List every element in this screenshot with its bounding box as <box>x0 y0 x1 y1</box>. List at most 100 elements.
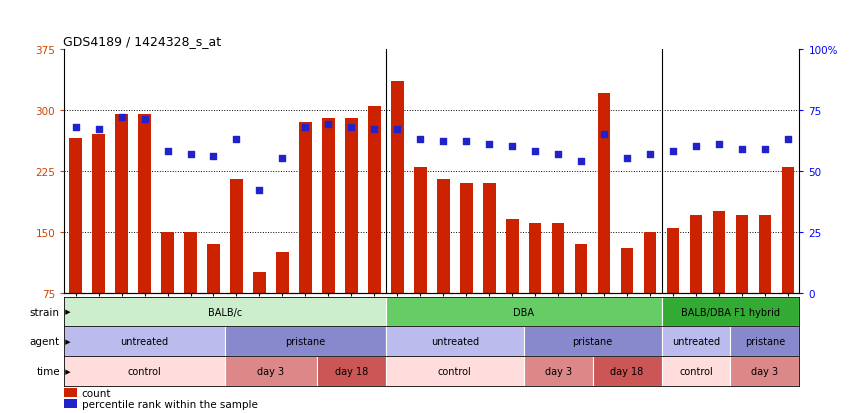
Point <box>161 148 174 155</box>
Text: control: control <box>127 366 162 376</box>
Bar <box>386 297 662 327</box>
Bar <box>69 139 82 293</box>
Bar <box>391 82 404 293</box>
Bar <box>483 183 496 293</box>
Bar <box>322 119 334 293</box>
Text: time: time <box>36 366 60 376</box>
Point <box>252 188 266 194</box>
Bar <box>662 356 730 386</box>
Bar <box>299 123 312 293</box>
Bar <box>690 216 702 293</box>
Text: day 18: day 18 <box>334 366 368 376</box>
Text: BALB/c: BALB/c <box>208 307 242 317</box>
Text: untreated: untreated <box>431 337 479 347</box>
Bar <box>735 216 748 293</box>
Text: control: control <box>438 366 472 376</box>
Bar <box>523 356 593 386</box>
Point <box>712 141 726 148</box>
Bar <box>368 106 380 293</box>
Point <box>482 141 496 148</box>
Point <box>184 151 198 157</box>
Bar <box>593 356 662 386</box>
Point <box>275 156 289 162</box>
Point <box>391 126 404 133</box>
Bar <box>386 327 523 356</box>
Bar <box>64 356 225 386</box>
Bar <box>92 135 105 293</box>
Point <box>666 148 680 155</box>
Bar <box>781 167 794 293</box>
Bar <box>317 356 386 386</box>
Bar <box>64 327 225 356</box>
Bar <box>713 212 725 293</box>
Text: strain: strain <box>30 307 60 317</box>
Bar <box>506 220 518 293</box>
Bar <box>667 228 680 293</box>
Point <box>414 136 428 143</box>
Bar <box>460 183 473 293</box>
Text: count: count <box>82 388 111 398</box>
Point <box>689 144 703 150</box>
Bar <box>225 356 317 386</box>
Text: ▶: ▶ <box>63 368 71 374</box>
Bar <box>621 248 634 293</box>
Bar <box>253 273 266 293</box>
Point <box>643 151 657 157</box>
Point <box>620 156 634 162</box>
Text: day 18: day 18 <box>610 366 644 376</box>
Point <box>321 122 335 128</box>
Text: day 3: day 3 <box>257 366 285 376</box>
Point <box>575 158 588 165</box>
Point <box>138 117 151 123</box>
Bar <box>662 327 730 356</box>
Text: agent: agent <box>30 337 60 347</box>
Text: percentile rank within the sample: percentile rank within the sample <box>82 399 257 408</box>
Bar <box>162 232 174 293</box>
Bar <box>758 216 771 293</box>
Text: day 3: day 3 <box>545 366 572 376</box>
Text: GDS4189 / 1424328_s_at: GDS4189 / 1424328_s_at <box>62 36 221 48</box>
Bar <box>345 119 357 293</box>
Bar <box>115 114 128 293</box>
Text: control: control <box>679 366 713 376</box>
Point <box>758 146 772 152</box>
Point <box>436 139 450 145</box>
Bar <box>644 232 657 293</box>
Bar <box>523 327 662 356</box>
Point <box>115 114 128 121</box>
Bar <box>276 252 289 293</box>
Point <box>505 144 519 150</box>
Point <box>345 124 358 131</box>
Bar <box>230 179 243 293</box>
Text: day 3: day 3 <box>752 366 779 376</box>
Bar <box>575 244 587 293</box>
Bar <box>414 167 427 293</box>
Text: pristane: pristane <box>573 337 613 347</box>
Text: ▶: ▶ <box>63 339 71 344</box>
Bar <box>64 297 386 327</box>
Point <box>91 126 105 133</box>
Bar <box>139 114 150 293</box>
Bar <box>437 179 450 293</box>
Text: pristane: pristane <box>745 337 785 347</box>
Bar <box>730 327 799 356</box>
Point <box>551 151 565 157</box>
Bar <box>64 399 77 408</box>
Bar <box>529 224 541 293</box>
Bar <box>662 297 799 327</box>
Point <box>598 131 611 138</box>
Bar <box>551 224 564 293</box>
Text: ▶: ▶ <box>63 309 71 315</box>
Text: untreated: untreated <box>121 337 168 347</box>
Text: untreated: untreated <box>672 337 720 347</box>
Bar <box>598 94 610 293</box>
Bar <box>225 327 386 356</box>
Bar <box>386 356 523 386</box>
Point <box>459 139 473 145</box>
Text: BALB/DBA F1 hybrid: BALB/DBA F1 hybrid <box>681 307 780 317</box>
Point <box>368 126 381 133</box>
Text: pristane: pristane <box>286 337 326 347</box>
Point <box>298 124 312 131</box>
Point <box>207 153 221 160</box>
Point <box>230 136 244 143</box>
